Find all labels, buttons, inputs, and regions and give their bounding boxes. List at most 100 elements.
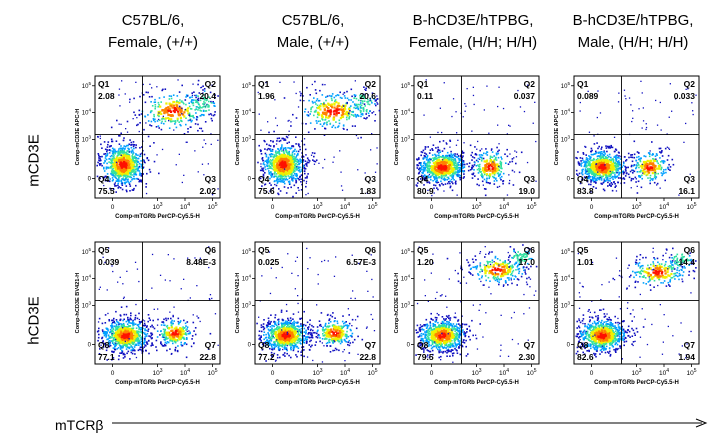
cell-event-dot	[122, 322, 125, 325]
cell-event-dot	[462, 152, 465, 154]
cell-event-dot	[169, 110, 173, 113]
cell-event-dot	[448, 157, 450, 159]
cell-event-dot	[484, 194, 487, 197]
cell-event-dot	[317, 120, 320, 123]
cell-event-dot	[480, 156, 483, 159]
cell-event-dot	[181, 100, 183, 102]
cell-event-dot	[459, 178, 462, 181]
cell-event-dot	[140, 332, 143, 334]
cell-event-dot	[615, 163, 618, 166]
cell-event-dot	[450, 153, 452, 155]
cell-event-dot	[602, 173, 605, 176]
cell-event-dot	[464, 110, 466, 112]
cell-event-dot	[126, 150, 129, 152]
cell-event-dot	[617, 169, 619, 172]
cell-event-dot	[584, 172, 587, 175]
cell-event-dot	[436, 187, 438, 189]
cell-event-dot	[613, 156, 615, 158]
cell-event-dot	[472, 173, 474, 176]
cell-event-dot	[276, 157, 279, 161]
cell-event-dot	[337, 102, 340, 105]
cell-event-dot	[483, 152, 485, 155]
cell-event-dot	[188, 105, 191, 108]
cell-event-dot	[109, 337, 112, 339]
cell-event-dot	[623, 89, 626, 91]
cell-event-dot	[632, 165, 635, 167]
cell-event-dot	[282, 165, 285, 168]
cell-event-dot	[287, 153, 289, 156]
cell-event-dot	[683, 141, 685, 143]
cell-event-dot	[120, 145, 122, 147]
cell-event-dot	[154, 101, 157, 103]
cell-event-dot	[106, 152, 109, 155]
cell-event-dot	[124, 181, 127, 184]
cell-event-dot	[438, 160, 442, 163]
cell-event-dot	[577, 174, 579, 177]
quadrant-label-lower-right: Q3	[365, 174, 377, 184]
cell-event-dot	[364, 178, 366, 180]
cell-event-dot	[427, 176, 430, 179]
cell-event-dot	[635, 167, 637, 170]
cell-event-dot	[649, 182, 651, 185]
cell-event-dot	[611, 175, 614, 178]
cell-event-dot	[108, 161, 110, 163]
cell-event-dot	[615, 190, 618, 192]
cell-event-dot	[161, 148, 164, 151]
cell-event-dot	[277, 165, 280, 168]
cell-event-dot	[424, 179, 427, 182]
quadrant-value-upper-left: 2.08	[98, 91, 115, 101]
cell-event-dot	[145, 183, 148, 185]
cell-event-dot	[154, 120, 156, 123]
cell-event-dot	[486, 151, 488, 153]
cell-event-dot	[276, 182, 279, 184]
cell-event-dot	[588, 176, 590, 178]
cell-event-dot	[446, 157, 449, 159]
cell-event-dot	[608, 184, 611, 186]
cell-event-dot	[112, 351, 115, 353]
cell-event-dot	[610, 146, 612, 149]
cell-event-dot	[101, 329, 104, 331]
cell-event-dot	[340, 171, 342, 173]
cell-event-dot	[287, 181, 290, 183]
cell-event-dot	[294, 160, 296, 162]
cell-event-dot	[607, 159, 610, 162]
cell-event-dot	[481, 173, 483, 175]
cell-event-dot	[123, 172, 126, 175]
cell-event-dot	[135, 174, 138, 176]
cell-event-dot	[597, 163, 600, 166]
cell-event-dot	[108, 337, 110, 339]
cell-event-dot	[448, 155, 451, 157]
cell-event-dot	[293, 155, 295, 158]
cell-event-dot	[497, 156, 500, 159]
cell-event-dot	[425, 79, 427, 81]
quadrant-value-lower-left: 75.6	[258, 186, 275, 196]
cell-event-dot	[176, 117, 179, 120]
cell-event-dot	[582, 187, 584, 189]
cell-event-dot	[277, 193, 280, 196]
cell-event-dot	[139, 334, 141, 337]
cell-event-dot	[106, 146, 109, 148]
cell-event-dot	[261, 158, 263, 160]
cell-event-dot	[290, 147, 293, 149]
cell-event-dot	[314, 89, 317, 91]
cell-event-dot	[630, 154, 632, 156]
cell-event-dot	[136, 340, 138, 342]
cell-event-dot	[671, 158, 674, 161]
cell-event-dot	[269, 177, 271, 180]
cell-event-dot	[376, 101, 378, 104]
cell-event-dot	[126, 144, 128, 147]
cell-event-dot	[586, 170, 588, 172]
cell-event-dot	[425, 163, 428, 166]
cell-event-dot	[642, 107, 644, 109]
cell-event-dot	[276, 166, 279, 169]
cell-event-dot	[595, 182, 597, 184]
cell-event-dot	[451, 168, 454, 171]
cell-event-dot	[315, 99, 318, 102]
cell-event-dot	[584, 145, 586, 148]
cell-event-dot	[127, 320, 130, 323]
cell-event-dot	[108, 145, 111, 148]
cell-event-dot	[431, 148, 433, 150]
cell-event-dot	[180, 109, 183, 112]
cell-event-dot	[663, 160, 665, 162]
cell-event-dot	[416, 178, 419, 180]
